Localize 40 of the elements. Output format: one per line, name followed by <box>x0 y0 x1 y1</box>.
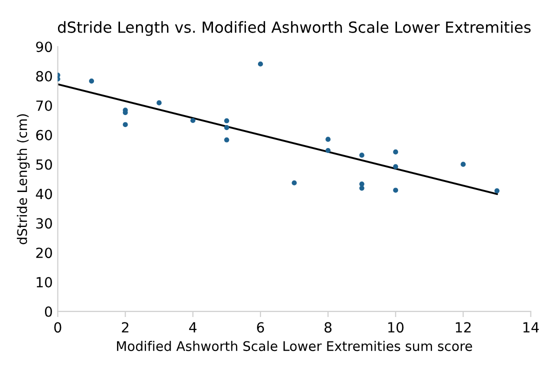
point <box>156 100 162 106</box>
x-tick-label: 4 <box>189 322 197 332</box>
x-tick-label: 10 <box>388 322 404 333</box>
x-axis-title: Modified Ashworth Scale Lower Extremities sum score <box>117 340 472 352</box>
point <box>326 136 331 142</box>
point <box>258 61 263 67</box>
y-tick-label: 50 <box>36 159 52 170</box>
x-tick-label: 0 <box>54 322 62 333</box>
point <box>460 162 466 167</box>
x-tick-label: 6 <box>257 322 264 333</box>
x-tick-label: 12 <box>456 322 471 332</box>
y-tick-label: 90 <box>36 42 52 52</box>
y-tick-label: 0 <box>44 306 52 317</box>
point <box>393 164 398 170</box>
y-tick-label: 70 <box>36 100 52 111</box>
point <box>393 188 398 193</box>
point <box>359 186 364 191</box>
point <box>359 152 364 158</box>
y-tick-label: 60 <box>36 130 52 140</box>
y-axis-title: dStride Length (cm) <box>16 114 30 244</box>
point <box>224 125 230 130</box>
y-tick-label: 20 <box>36 248 52 258</box>
y-tick-label: 30 <box>36 218 52 229</box>
point <box>224 118 230 124</box>
y-tick-label: 40 <box>36 188 52 200</box>
chart-title: dStride Length vs. Modified Ashworth Scale Lower Extremities <box>58 21 531 36</box>
x-tick-label: 2 <box>122 322 128 332</box>
point <box>292 180 297 186</box>
x-tick-label: 14 <box>523 322 539 332</box>
point <box>122 122 128 128</box>
point <box>326 148 331 154</box>
point <box>393 149 398 154</box>
point <box>224 137 230 142</box>
y-tick-label: 10 <box>36 277 52 288</box>
point <box>494 188 500 194</box>
y-tick-label: 80 <box>36 71 52 82</box>
point <box>89 78 94 84</box>
x-tick-label: 8 <box>324 322 332 333</box>
point <box>190 118 196 124</box>
point <box>359 182 364 187</box>
